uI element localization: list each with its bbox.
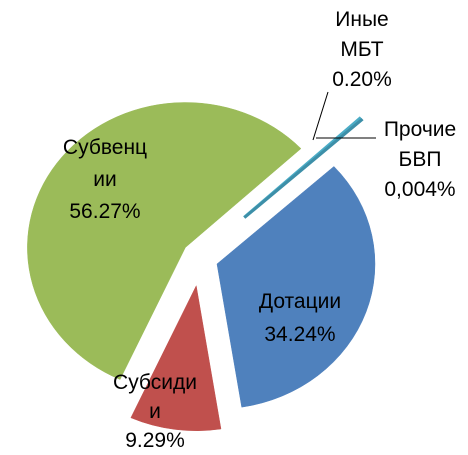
slice-label: Субсиди и 9.29% bbox=[113, 371, 197, 452]
pie-slice bbox=[130, 284, 222, 431]
category-label: Дотации bbox=[259, 290, 341, 313]
category-label: Прочие bbox=[384, 118, 456, 141]
category-label: и bbox=[149, 400, 161, 423]
value-label: 56.27% bbox=[69, 200, 140, 223]
value-label: 0,004% bbox=[384, 178, 455, 201]
leader-line bbox=[312, 91, 329, 141]
category-label: БВП bbox=[399, 148, 442, 171]
category-label: Субсиди bbox=[113, 371, 197, 394]
category-label: ии bbox=[93, 168, 116, 191]
slice-label: Иные МБТ 0.20% bbox=[332, 8, 392, 91]
slice-label: Дотации 34.24% bbox=[259, 290, 341, 346]
pie-slice bbox=[216, 166, 376, 408]
pie-slice bbox=[27, 102, 302, 380]
value-label: 0.20% bbox=[332, 68, 392, 91]
slice-label: Субвенц ии 56.27% bbox=[63, 136, 147, 223]
category-label: Иные bbox=[335, 8, 388, 31]
value-label: 34.24% bbox=[264, 323, 335, 346]
category-label: Субвенц bbox=[63, 136, 147, 159]
slice-label: Прочие БВП 0,004% bbox=[384, 118, 456, 201]
value-label: 9.29% bbox=[125, 429, 185, 452]
category-label: МБТ bbox=[340, 38, 383, 61]
pie-slice bbox=[243, 118, 364, 219]
